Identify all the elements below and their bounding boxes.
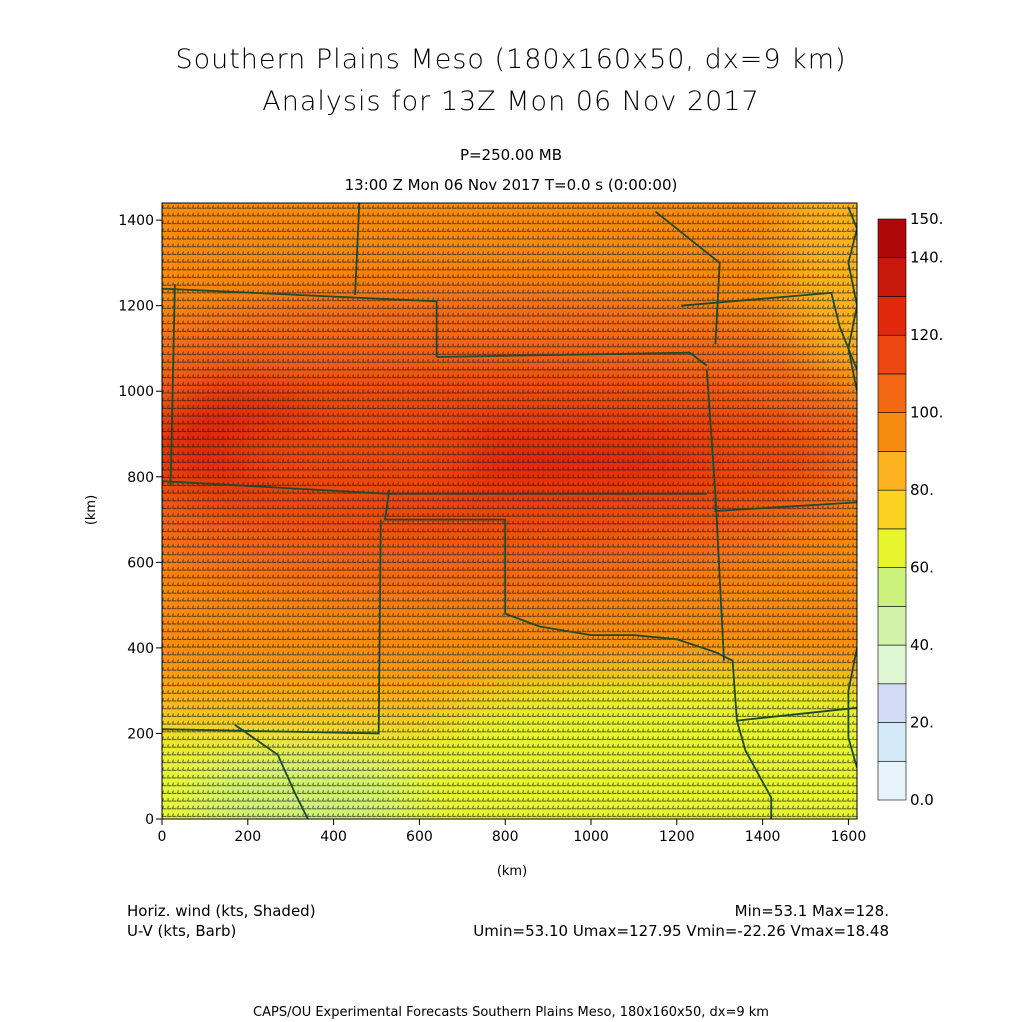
colorbar-bin <box>877 722 907 762</box>
chart-title: Southern Plains Meso (180x160x50, dx=9 k… <box>175 44 847 75</box>
colorbar-bin <box>877 528 907 568</box>
colorbar-label: 140. <box>910 249 943 267</box>
colorbar-bin <box>877 683 907 723</box>
colorbar-label: 150. <box>910 210 943 228</box>
colorbar-label: 20. <box>910 714 934 732</box>
state-line-1 <box>436 351 708 367</box>
x-tick-label: 0 <box>158 829 167 845</box>
colorbar-label: 120. <box>910 326 943 344</box>
colorbar-bin <box>877 567 907 607</box>
state-line-5 <box>169 284 176 486</box>
x-tick-label: 1000 <box>573 829 609 845</box>
x-axis-label: (km) <box>497 864 527 879</box>
y-tick-label: 1400 <box>118 213 154 229</box>
wind-speed-field <box>162 203 857 819</box>
y-tick-label: 1200 <box>118 299 154 315</box>
colorbar-label: 0.0 <box>910 791 934 809</box>
state-line-3 <box>354 203 361 296</box>
credit-line: CAPS/OU Experimental Forecasts Southern … <box>253 1005 769 1020</box>
colorbar: 0.0 20. 40. 60. 80. 100. 120. 140. 150. <box>877 210 943 809</box>
x-tick-label: 1200 <box>659 829 695 845</box>
state-line-0 <box>162 287 438 357</box>
x-tick-label: 1600 <box>831 829 867 845</box>
x-tick-label: 600 <box>406 829 433 845</box>
colorbar-bin <box>877 451 907 491</box>
state-line-12 <box>736 720 773 819</box>
y-tick-label: 400 <box>127 641 154 657</box>
x-axis: 0 200 400 600 800 1000 1200 1400 1600 <box>158 819 867 845</box>
x-tick-label: 1400 <box>745 829 781 845</box>
min-max-summary: Min=53.1 Max=128. <box>734 902 889 920</box>
y-tick-label: 0 <box>145 812 154 828</box>
y-tick-label: 200 <box>127 726 154 742</box>
vector-description: U-V (kts, Barb) <box>127 922 237 940</box>
wind-barbs <box>162 203 857 819</box>
valid-time-label: 13:00 Z Mon 06 Nov 2017 T=0.0 s (0:00:00… <box>344 176 678 194</box>
state-boundaries <box>162 203 857 819</box>
wind-component-stats: Umin=53.10 Umax=127.95 Vmin=-22.26 Vmax=… <box>473 922 889 940</box>
colorbar-label: 100. <box>910 404 943 422</box>
colorbar-label: 40. <box>910 636 934 654</box>
x-tick-label: 200 <box>234 829 261 845</box>
colorbar-bin <box>877 373 907 413</box>
chart-subtitle: Analysis for 13Z Mon 06 Nov 2017 <box>262 86 760 117</box>
state-line-8 <box>384 489 857 722</box>
state-line-13 <box>847 647 857 768</box>
colorbar-bin <box>877 644 907 685</box>
field-description: Horiz. wind (kts, Shaded) <box>127 902 316 920</box>
y-axis: 0 200 400 600 800 1000 1200 1400 <box>118 213 162 828</box>
x-tick-label: 800 <box>492 829 519 845</box>
pressure-level-label: P=250.00 MB <box>459 146 563 164</box>
state-line-2 <box>654 210 721 345</box>
y-axis-label: (km) <box>84 495 99 525</box>
colorbar-bin <box>877 606 907 646</box>
colorbar-label: 80. <box>910 481 934 499</box>
colorbar-bin <box>877 760 907 801</box>
colorbar-bin <box>877 257 907 297</box>
state-line-14 <box>847 206 857 392</box>
state-line-9 <box>714 493 725 661</box>
state-line-10 <box>162 519 382 735</box>
colorbar-bin <box>877 489 907 530</box>
colorbar-bin <box>877 412 907 452</box>
colorbar-label: 60. <box>910 559 934 577</box>
x-tick-label: 400 <box>320 829 347 845</box>
y-tick-label: 1000 <box>118 384 154 400</box>
colorbar-bin <box>877 218 907 259</box>
y-tick-label: 800 <box>127 470 154 486</box>
plot-frame <box>161 202 858 820</box>
colorbar-bin <box>877 296 907 336</box>
y-tick-label: 600 <box>127 555 154 571</box>
state-line-11 <box>234 724 309 819</box>
colorbar-bin <box>877 334 907 375</box>
